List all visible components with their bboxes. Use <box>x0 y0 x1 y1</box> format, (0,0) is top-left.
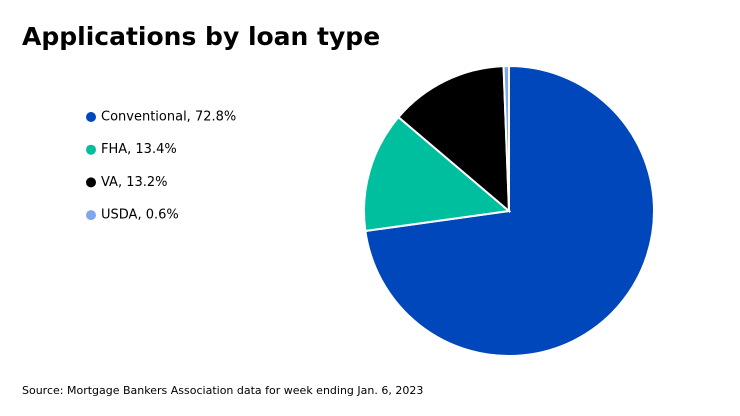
legend-marker <box>86 144 96 155</box>
source-note: Source: Mortgage Bankers Association dat… <box>22 384 423 397</box>
legend-marker <box>86 177 96 188</box>
legend-marker <box>86 210 96 221</box>
legend-label: VA, 13.2% <box>101 175 168 190</box>
pie-slice <box>363 115 512 233</box>
pie-slice <box>502 64 510 212</box>
legend-label: Conventional, 72.8% <box>101 110 236 125</box>
legend-label: FHA, 13.4% <box>101 142 177 157</box>
chart-title: Applications by loan type <box>22 22 380 51</box>
legend-label: USDA, 0.6% <box>101 208 179 223</box>
legend-marker <box>86 112 96 122</box>
pie-slice <box>397 65 511 214</box>
